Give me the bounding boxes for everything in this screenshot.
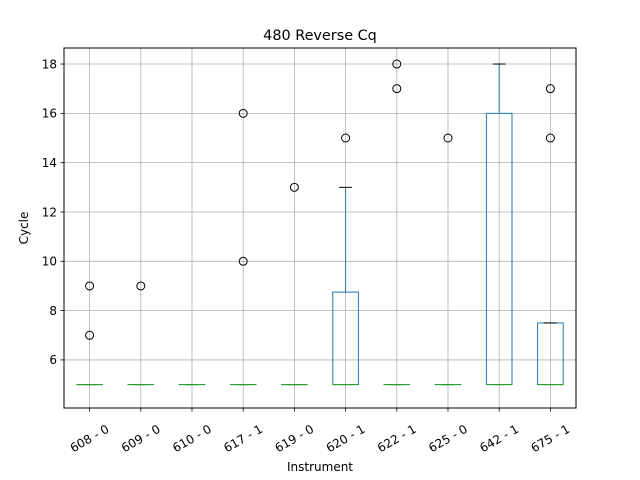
x-tick-label: 608 - 0 bbox=[68, 422, 112, 455]
plot-frame bbox=[63, 47, 577, 409]
y-tick-label: 12 bbox=[42, 205, 57, 219]
box-675-1 bbox=[537, 84, 564, 386]
x-axis: 608 - 0 609 - 0 610 - 0 617 - 1 619 - 0 620 -… bbox=[68, 408, 572, 455]
box-608-0 bbox=[76, 281, 103, 386]
y-tick-label: 16 bbox=[42, 107, 57, 121]
box-619-0 bbox=[281, 182, 308, 386]
y-tick-label: 18 bbox=[42, 57, 57, 71]
y-axis: 6 8 10 12 14 16 18 bbox=[42, 57, 64, 367]
y-tick-label: 10 bbox=[42, 255, 57, 269]
box-series bbox=[76, 59, 564, 386]
chart-title: 480 Reverse Cq bbox=[263, 28, 377, 44]
outlier-point bbox=[392, 59, 402, 69]
box-622-1 bbox=[383, 59, 411, 386]
outlier-point bbox=[545, 133, 555, 143]
box-617-1 bbox=[229, 108, 257, 386]
y-axis-label: Cycle bbox=[17, 212, 31, 245]
x-tick-label: 620 - 1 bbox=[324, 422, 368, 455]
x-tick-label: 622 - 1 bbox=[375, 422, 419, 455]
y-tick-label: 6 bbox=[49, 353, 57, 367]
outlier-point bbox=[341, 133, 351, 143]
box-625-0 bbox=[434, 133, 462, 386]
y-tick-label: 14 bbox=[42, 156, 57, 170]
outlier-point bbox=[392, 84, 402, 94]
x-axis-label: Instrument bbox=[287, 460, 353, 474]
box-642-1 bbox=[485, 63, 513, 386]
outlier-point bbox=[136, 281, 146, 291]
outlier-point bbox=[289, 182, 299, 192]
outlier-point bbox=[443, 133, 453, 143]
outlier-point bbox=[238, 256, 248, 266]
x-tick-label: 610 - 0 bbox=[170, 422, 214, 455]
outlier-point bbox=[85, 330, 95, 340]
x-tick-label: 619 - 0 bbox=[272, 422, 316, 455]
y-tick-label: 8 bbox=[49, 304, 57, 318]
x-tick-label: 625 - 0 bbox=[426, 422, 470, 455]
box-609-0 bbox=[127, 281, 155, 386]
outlier-point bbox=[238, 108, 248, 118]
outlier-point bbox=[545, 84, 555, 94]
x-tick-label: 675 - 1 bbox=[528, 422, 572, 455]
x-tick-label: 617 - 1 bbox=[221, 422, 265, 455]
box-620-1 bbox=[332, 133, 359, 386]
x-tick-label: 609 - 0 bbox=[119, 422, 163, 455]
x-tick-label: 642 - 1 bbox=[477, 422, 521, 455]
outlier-point bbox=[85, 281, 95, 291]
